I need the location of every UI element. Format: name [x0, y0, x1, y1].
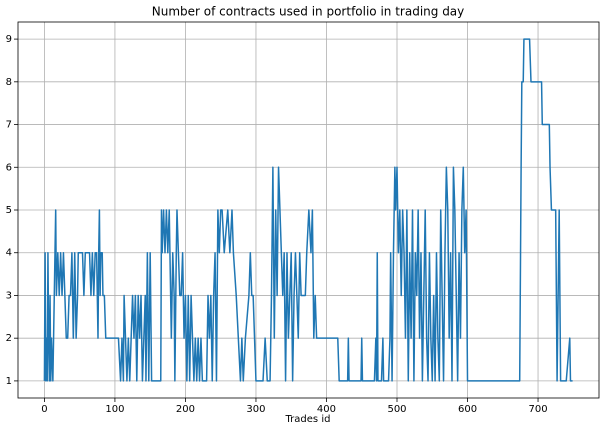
x-tick-label: 200: [176, 404, 195, 415]
y-tick-label: 4: [6, 248, 12, 259]
y-tick-label: 6: [6, 162, 12, 173]
y-tick-label: 5: [6, 205, 12, 216]
x-tick-label: 100: [105, 404, 124, 415]
x-tick-label: 500: [387, 404, 406, 415]
y-tick-label: 7: [6, 120, 12, 131]
y-tick-label: 9: [6, 34, 12, 45]
y-tick-label: 8: [6, 77, 12, 88]
x-tick-label: 700: [528, 404, 547, 415]
plot-frame: [17, 21, 600, 399]
x-tick-label: 400: [317, 404, 336, 415]
x-tick-label: 0: [41, 404, 47, 415]
data-line: [43, 38, 573, 382]
y-tick-label: 1: [6, 376, 12, 387]
y-tick-label: 2: [6, 333, 12, 344]
y-tick-label: 3: [6, 290, 12, 301]
x-axis-label: Trades id: [285, 414, 331, 425]
x-tick-label: 600: [458, 404, 477, 415]
x-tick-label: 300: [246, 404, 265, 415]
chart-title: Number of contracts used in portfolio in…: [152, 5, 465, 19]
